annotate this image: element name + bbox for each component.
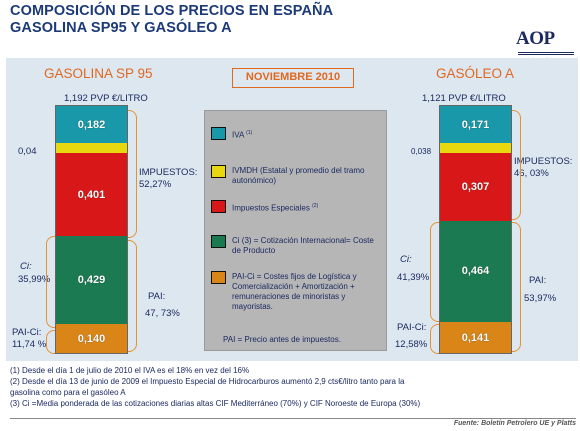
gasolina-paici-value: 11,74 % bbox=[12, 339, 47, 350]
legend-swatch bbox=[211, 165, 226, 178]
bar-value-label: 0,171 bbox=[461, 118, 490, 131]
legend-sup: (2) bbox=[312, 203, 319, 209]
gasolina-title: GASOLINA SP 95 bbox=[44, 66, 153, 81]
gasoleo-paici-bracket bbox=[430, 324, 439, 354]
legend-swatch bbox=[211, 127, 226, 140]
gasoleo-pai-bracket bbox=[512, 222, 521, 352]
bar-value-label: 0,140 bbox=[77, 332, 106, 345]
gasolina-paici-label: PAI-Ci: bbox=[12, 327, 42, 338]
bar-value-label: 0,429 bbox=[77, 274, 106, 287]
legend-label: IVA bbox=[232, 130, 244, 140]
logo-text: AOP bbox=[516, 28, 555, 49]
source-text: Fuente: Boletín Petrolero UE y Platts bbox=[453, 420, 576, 427]
bar-segment-ci: 0,464 bbox=[440, 220, 511, 323]
gasolina-impuestos-bracket bbox=[128, 110, 137, 238]
bar-segment-ivmdh bbox=[56, 143, 127, 154]
bar-value-label: 0,307 bbox=[461, 181, 490, 194]
gasolina-impuestos-value: 52,27% bbox=[139, 179, 172, 190]
bar-segment-pai-ci: 0,141 bbox=[440, 322, 511, 353]
gasoleo-pai-value: 53,97% bbox=[524, 293, 557, 304]
pai-definition: PAI = Precio antes de impuestos. bbox=[223, 335, 341, 344]
gasolina-pai-value: 47, 73% bbox=[145, 308, 180, 319]
legend-swatch bbox=[211, 271, 226, 284]
legend-swatch bbox=[211, 235, 226, 248]
gasoleo-impuestos-label: IMPUESTOS: bbox=[514, 156, 573, 167]
bar-value-label: 0,401 bbox=[77, 188, 106, 201]
gasoleo-stacked-bar: 0,141 0,464 0,307 0,171 bbox=[439, 105, 512, 354]
footnote-3: (3) Ci =Media ponderada de las cotizacio… bbox=[10, 399, 421, 408]
footnote-1: (1) Desde el día 1 de julio de 2010 el I… bbox=[10, 366, 250, 375]
gasolina-paici-bracket bbox=[46, 330, 55, 354]
gasolina-ci-bracket bbox=[46, 236, 55, 328]
bar-segment-iva: 0,171 bbox=[440, 106, 511, 144]
bar-segment-ci: 0,429 bbox=[56, 235, 127, 325]
gasoleo-ivmdh-label: 0,038 bbox=[411, 147, 432, 156]
bar-value-label: 0,464 bbox=[461, 265, 490, 278]
gasoleo-pai-label: PAI: bbox=[529, 275, 547, 286]
gasolina-total: 1,192 PVP €/LITRO bbox=[64, 93, 148, 104]
gasolina-pai-bracket bbox=[128, 240, 137, 352]
gasolina-ivmdh-label: 0,04 bbox=[18, 146, 37, 157]
bar-segment-pai-ci: 0,140 bbox=[56, 324, 127, 353]
legend: IVA (1) IVMDH (Estatal y promedio del tr… bbox=[204, 110, 387, 351]
gasolina-stacked-bar: 0,140 0,429 0,401 0,182 bbox=[55, 105, 128, 354]
legend-sup: (1) bbox=[246, 130, 253, 136]
legend-label: IVMDH (Estatal y promedio del tramo auto… bbox=[232, 166, 365, 185]
bar-segment-iva: 0,182 bbox=[56, 106, 127, 144]
bar-segment-ivmdh bbox=[440, 143, 511, 154]
gasolina-pai-label: PAI: bbox=[148, 291, 166, 302]
period-badge: NOVIEMBRE 2010 bbox=[232, 68, 354, 88]
bar-value-label: 0,182 bbox=[77, 118, 106, 131]
page-title-line1: COMPOSICIÓN DE LOS PRECIOS EN ESPAÑA bbox=[10, 3, 334, 19]
gasoleo-title: GASÓLEO A bbox=[436, 66, 515, 81]
gasoleo-paici-value: 12,58% bbox=[395, 339, 428, 350]
page-title-line2: GASOLINA SP95 Y GASÓLEO A bbox=[10, 20, 232, 36]
gasoleo-ci-bracket bbox=[430, 222, 439, 322]
legend-swatch bbox=[211, 200, 226, 213]
bar-segment-impuestos-especiales: 0,401 bbox=[56, 153, 127, 236]
gasoleo-total: 1,121 PVP €/LITRO bbox=[422, 93, 506, 104]
gasolina-impuestos-label: IMPUESTOS: bbox=[139, 167, 198, 178]
gasolina-ci-value: 35,99% bbox=[18, 274, 51, 285]
gasolina-ci-label: Ci: bbox=[20, 261, 32, 272]
bar-value-label: 0,141 bbox=[461, 331, 490, 344]
gasoleo-impuestos-value: 46, 03% bbox=[514, 168, 549, 179]
footnote-2-cont: gasolina como para el gasóleo A bbox=[10, 388, 126, 397]
gasoleo-paici-label: PAI-Ci: bbox=[397, 322, 427, 333]
footnote-2: (2) Desde el día 13 de junio de 2009 el … bbox=[10, 377, 405, 386]
gasoleo-impuestos-bracket bbox=[512, 110, 521, 220]
legend-label: Impuestos Especiales bbox=[232, 203, 310, 213]
footnotes: (1) Desde el día 1 de julio de 2010 el I… bbox=[10, 365, 570, 409]
legend-label: PAI-Ci = Costes fijos de Logística y Com… bbox=[232, 272, 357, 311]
gasoleo-ci-label: Ci: bbox=[400, 254, 412, 265]
gasoleo-ci-value: 41,39% bbox=[397, 272, 430, 283]
legend-label: Ci (3) = Cotización Internacional= Coste… bbox=[232, 236, 374, 255]
logo-lines bbox=[518, 52, 574, 55]
bar-segment-impuestos-especiales: 0,307 bbox=[440, 153, 511, 221]
source-line: Fuente: Boletín Petrolero UE y Platts bbox=[10, 418, 576, 427]
